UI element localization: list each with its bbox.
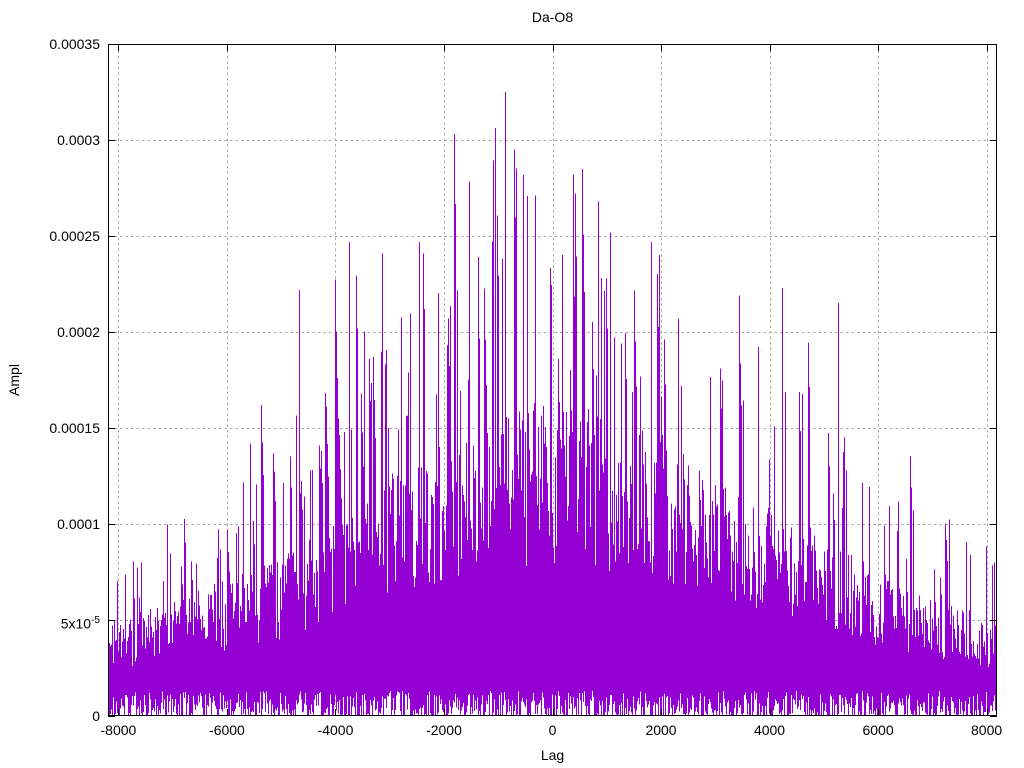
- y-tick-label: 0: [92, 707, 100, 724]
- y-tick-label: 0.00025: [49, 227, 100, 244]
- x-axis-label: Lag: [540, 747, 565, 763]
- y-axis-label: Ampl: [6, 364, 22, 396]
- y-tick-label: 0.0001: [57, 515, 100, 532]
- x-tick-label: 8000: [971, 722, 1003, 738]
- x-tick-label: 2000: [645, 722, 677, 738]
- y-tick-label: 0.00015: [49, 419, 100, 436]
- y-tick-label: 5x10-5: [60, 614, 100, 632]
- y-tick-label: 0.0003: [57, 131, 100, 148]
- x-tick-label: -2000: [426, 722, 462, 738]
- x-tick-label: -4000: [317, 722, 354, 738]
- x-tick-label: -8000: [100, 722, 137, 738]
- y-tick-label: 0.0002: [57, 323, 100, 340]
- x-tick-label: 6000: [862, 722, 894, 738]
- x-tick-label: 0: [548, 722, 557, 738]
- y-tick-label: 0.00035: [49, 35, 100, 52]
- x-tick-label: -6000: [209, 722, 245, 738]
- chart-title: Da-O8: [531, 9, 574, 25]
- x-tick-label: 4000: [753, 722, 786, 738]
